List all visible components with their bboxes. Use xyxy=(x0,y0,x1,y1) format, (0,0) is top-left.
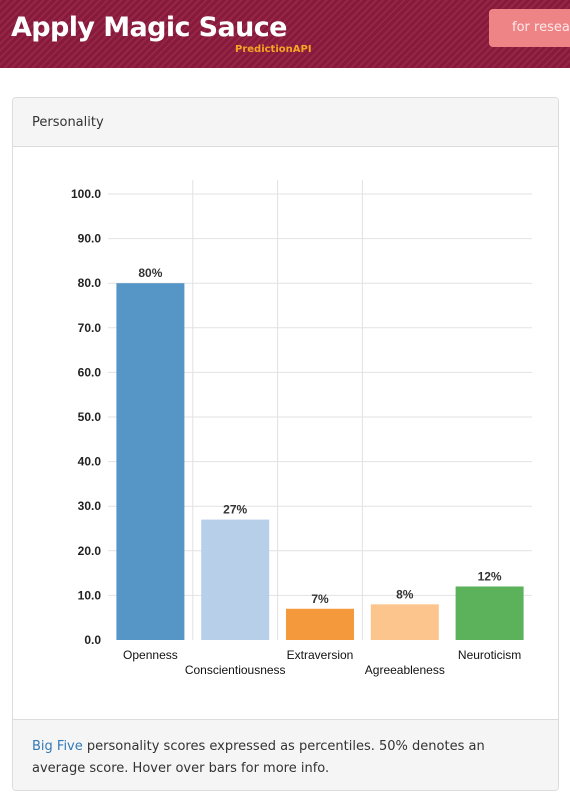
x-category-label: Agreeableness xyxy=(365,663,445,677)
footer-text: personality scores expressed as percenti… xyxy=(32,739,485,776)
bar-value-label: 27% xyxy=(223,503,247,517)
x-category-label: Conscientiousness xyxy=(185,663,286,677)
bar-value-label: 80% xyxy=(138,266,162,280)
y-tick-label: 0.0 xyxy=(84,633,101,647)
y-tick-label: 40.0 xyxy=(78,455,102,469)
y-tick-label: 90.0 xyxy=(78,232,102,246)
bar-conscientiousness xyxy=(201,519,270,640)
panel-header: Personality xyxy=(13,98,558,147)
bar-value-label: 8% xyxy=(396,587,414,601)
y-tick-label: 20.0 xyxy=(78,544,102,558)
footer-description: Big Five personality scores expressed as… xyxy=(32,736,542,780)
x-category-label: Extraversion xyxy=(287,648,354,662)
y-tick-label: 30.0 xyxy=(78,499,102,513)
y-tick-label: 10.0 xyxy=(78,588,102,602)
y-tick-label: 60.0 xyxy=(78,365,102,379)
panel-footer: Big Five personality scores expressed as… xyxy=(13,719,558,790)
y-tick-label: 50.0 xyxy=(78,410,102,424)
y-tick-label: 80.0 xyxy=(78,276,102,290)
panel-title: Personality xyxy=(32,115,104,130)
x-category-label: Openness xyxy=(123,648,178,662)
bar-extraversion xyxy=(286,608,354,640)
app-header: Apply Magic Sauce PredictionAPI for rese… xyxy=(0,0,570,68)
big-five-link[interactable]: Big Five xyxy=(32,739,83,754)
app-subtitle: PredictionAPI xyxy=(235,44,312,55)
app-title: Apply Magic Sauce xyxy=(11,12,287,43)
x-category-label: Neuroticism xyxy=(458,648,521,662)
research-button[interactable]: for resea xyxy=(489,9,570,47)
y-tick-label: 70.0 xyxy=(78,321,102,335)
bar-value-label: 12% xyxy=(478,569,502,583)
personality-panel: Personality Big Five personality scores … xyxy=(12,97,559,791)
bar-neuroticism xyxy=(455,586,524,640)
bar-value-label: 7% xyxy=(311,592,329,606)
bar-agreeableness xyxy=(370,604,439,640)
y-tick-label: 100.0 xyxy=(71,187,101,201)
bar-openness xyxy=(116,283,185,640)
